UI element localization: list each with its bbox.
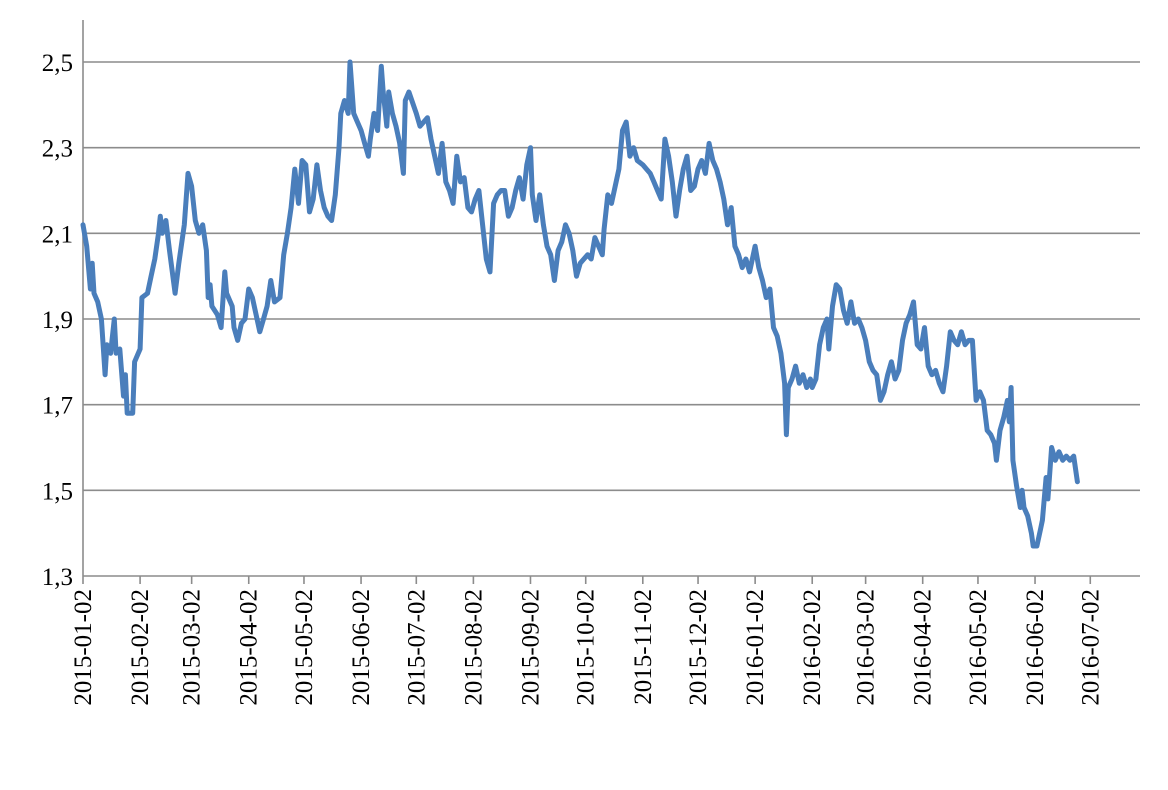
y-tick-label: 2,1: [42, 221, 73, 248]
x-tick-label: 2015-02-02: [127, 589, 154, 706]
x-tick-label: 2016-01-02: [742, 589, 769, 706]
y-tick-label: 1,3: [42, 564, 73, 591]
series-line-1: [80, 59, 1080, 549]
x-tick-label: 2016-07-02: [1077, 589, 1104, 706]
x-axis-tick-labels: 2015-01-02 2015-02-02 2015-03-02 2015-04-02…: [70, 589, 1104, 706]
x-tick-label: 2015-11-02: [630, 589, 657, 705]
x-tick-label: 2015-04-02: [236, 589, 263, 706]
x-tick-label: 2015-12-02: [685, 589, 712, 706]
x-tick-label: 2015-10-02: [573, 589, 600, 706]
x-tick-label: 2016-04-02: [910, 589, 937, 706]
x-tick-label: 2016-03-02: [853, 589, 880, 706]
x-tick-label: 2015-07-02: [403, 589, 430, 706]
x-tick-label: 2016-05-02: [965, 589, 992, 706]
x-tick-label: 2015-05-02: [291, 589, 318, 706]
x-tick-label: 2015-06-02: [348, 589, 375, 706]
y-tick-label: 2,5: [42, 50, 73, 77]
y-axis-tick-labels: 1,3 1,5 1,7 1,9 2,1 2,3 2,5: [42, 50, 73, 591]
y-tick-label: 1,9: [42, 307, 73, 334]
gridlines: [83, 61, 1140, 492]
x-tick-label: 2015-09-02: [517, 589, 544, 706]
series-group: [80, 59, 1080, 549]
x-tick-label: 2016-06-02: [1022, 589, 1049, 706]
y-tick-label: 1,5: [42, 478, 73, 505]
axes: [82, 20, 1140, 584]
x-tick-label: 2015-01-02: [70, 589, 97, 706]
y-tick-label: 1,7: [42, 393, 73, 420]
y-tick-label: 2,3: [42, 136, 73, 163]
x-tick-label: 2015-03-02: [179, 589, 206, 706]
x-tick-label: 2015-08-02: [460, 589, 487, 706]
x-tick-label: 2016-02-02: [799, 589, 826, 706]
